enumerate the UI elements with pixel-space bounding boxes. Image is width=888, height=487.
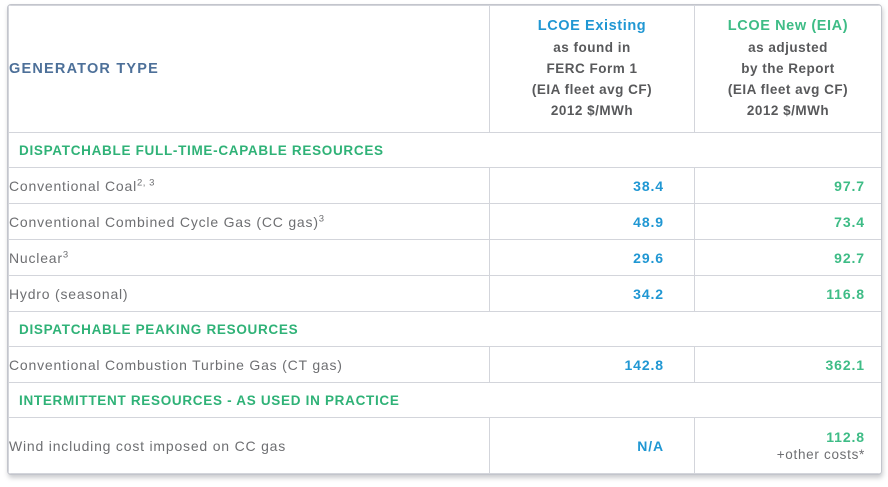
lcoe-new-value: 73.4 xyxy=(694,203,881,240)
header-row: GENERATOR TYPE LCOE Existing as found in… xyxy=(8,5,881,133)
lcoe-new-value-note: +other costs* xyxy=(776,447,865,462)
lcoe-new-value: 112.8 +other costs* xyxy=(694,417,881,474)
generator-label-text: Hydro (seasonal) xyxy=(9,285,129,302)
lcoe-new-value-text: 97.7 xyxy=(834,177,865,194)
lcoe-new-value: 92.7 xyxy=(694,239,881,276)
lcoe-new-value-text: 92.7 xyxy=(834,249,865,266)
lcoe-existing-value: 38.4 xyxy=(489,167,695,204)
footnote-superscript: 3 xyxy=(62,248,69,260)
lcoe-new-value: 97.7 xyxy=(694,167,881,204)
lcoe-new-value-text: 362.1 xyxy=(825,356,865,373)
section-header-row: DISPATCHABLE FULL-TIME-CAPABLE RESOURCES xyxy=(8,132,881,168)
lcoe-existing-value: 34.2 xyxy=(489,275,695,312)
lcoe-new-value: 362.1 xyxy=(694,346,881,383)
lcoe-new-value-text: 112.8 xyxy=(826,429,865,445)
table-row: Conventional Combined Cycle Gas (CC gas)… xyxy=(8,203,881,240)
generator-label: Conventional Combustion Turbine Gas (CT … xyxy=(8,346,490,383)
table-header: GENERATOR TYPE LCOE Existing as found in… xyxy=(8,5,881,133)
lcoe-existing-subtitle: as found in FERC Form 1 (EIA fleet avg C… xyxy=(531,40,653,118)
table-row: Nuclear3 29.6 92.7 xyxy=(8,239,881,276)
lcoe-existing-value: 142.8 xyxy=(489,346,695,383)
generator-label-text: Wind including cost imposed on CC gas xyxy=(9,437,287,454)
section-header-label: INTERMITTENT RESOURCES - AS USED IN PRAC… xyxy=(8,382,881,418)
table-row: Conventional Combustion Turbine Gas (CT … xyxy=(8,346,881,383)
generator-label: Nuclear3 xyxy=(8,239,490,276)
lcoe-new-title: LCOE New (EIA) xyxy=(727,18,849,35)
lcoe-existing-title: LCOE Existing xyxy=(537,18,647,35)
section-header-row: DISPATCHABLE PEAKING RESOURCES xyxy=(8,311,881,347)
generator-type-column-header: GENERATOR TYPE xyxy=(8,5,490,133)
lcoe-existing-value: 48.9 xyxy=(489,203,695,240)
generator-label: Conventional Combined Cycle Gas (CC gas)… xyxy=(8,203,490,240)
generator-label-text: Conventional Coal xyxy=(9,177,138,194)
lcoe-existing-column-header: LCOE Existing as found in FERC Form 1 (E… xyxy=(489,5,695,133)
footnote-superscript: 2, 3 xyxy=(137,176,155,188)
lcoe-existing-value: N/A xyxy=(489,417,695,474)
lcoe-new-subtitle: as adjusted by the Report (EIA fleet avg… xyxy=(727,40,849,118)
generator-label-text: Conventional Combined Cycle Gas (CC gas) xyxy=(9,213,319,230)
lcoe-existing-value: 29.6 xyxy=(489,239,695,276)
lcoe-new-value-text: 73.4 xyxy=(834,213,865,230)
table-row: Hydro (seasonal) 34.2 116.8 xyxy=(8,275,881,312)
generator-label-text: Conventional Combustion Turbine Gas (CT … xyxy=(9,356,343,373)
generator-label: Wind including cost imposed on CC gas xyxy=(8,417,490,474)
generator-label: Conventional Coal2, 3 xyxy=(8,167,490,204)
lcoe-table-frame: GENERATOR TYPE LCOE Existing as found in… xyxy=(7,4,882,475)
lcoe-new-value: 116.8 xyxy=(694,275,881,312)
table-row: Conventional Coal2, 3 38.4 97.7 xyxy=(8,167,881,204)
lcoe-table: GENERATOR TYPE LCOE Existing as found in… xyxy=(8,5,881,474)
section-header-label: DISPATCHABLE FULL-TIME-CAPABLE RESOURCES xyxy=(8,132,881,168)
section-header-label: DISPATCHABLE PEAKING RESOURCES xyxy=(8,311,881,347)
lcoe-new-column-header: LCOE New (EIA) as adjusted by the Report… xyxy=(694,5,881,133)
lcoe-new-value-text: 116.8 xyxy=(826,285,865,302)
generator-label-text: Nuclear xyxy=(9,249,63,266)
table-row: Wind including cost imposed on CC gas N/A… xyxy=(8,417,881,474)
generator-label: Hydro (seasonal) xyxy=(8,275,490,312)
section-header-row: INTERMITTENT RESOURCES - AS USED IN PRAC… xyxy=(8,382,881,418)
lcoe-table-body: DISPATCHABLE FULL-TIME-CAPABLE RESOURCES… xyxy=(8,132,881,474)
footnote-superscript: 3 xyxy=(318,212,325,224)
